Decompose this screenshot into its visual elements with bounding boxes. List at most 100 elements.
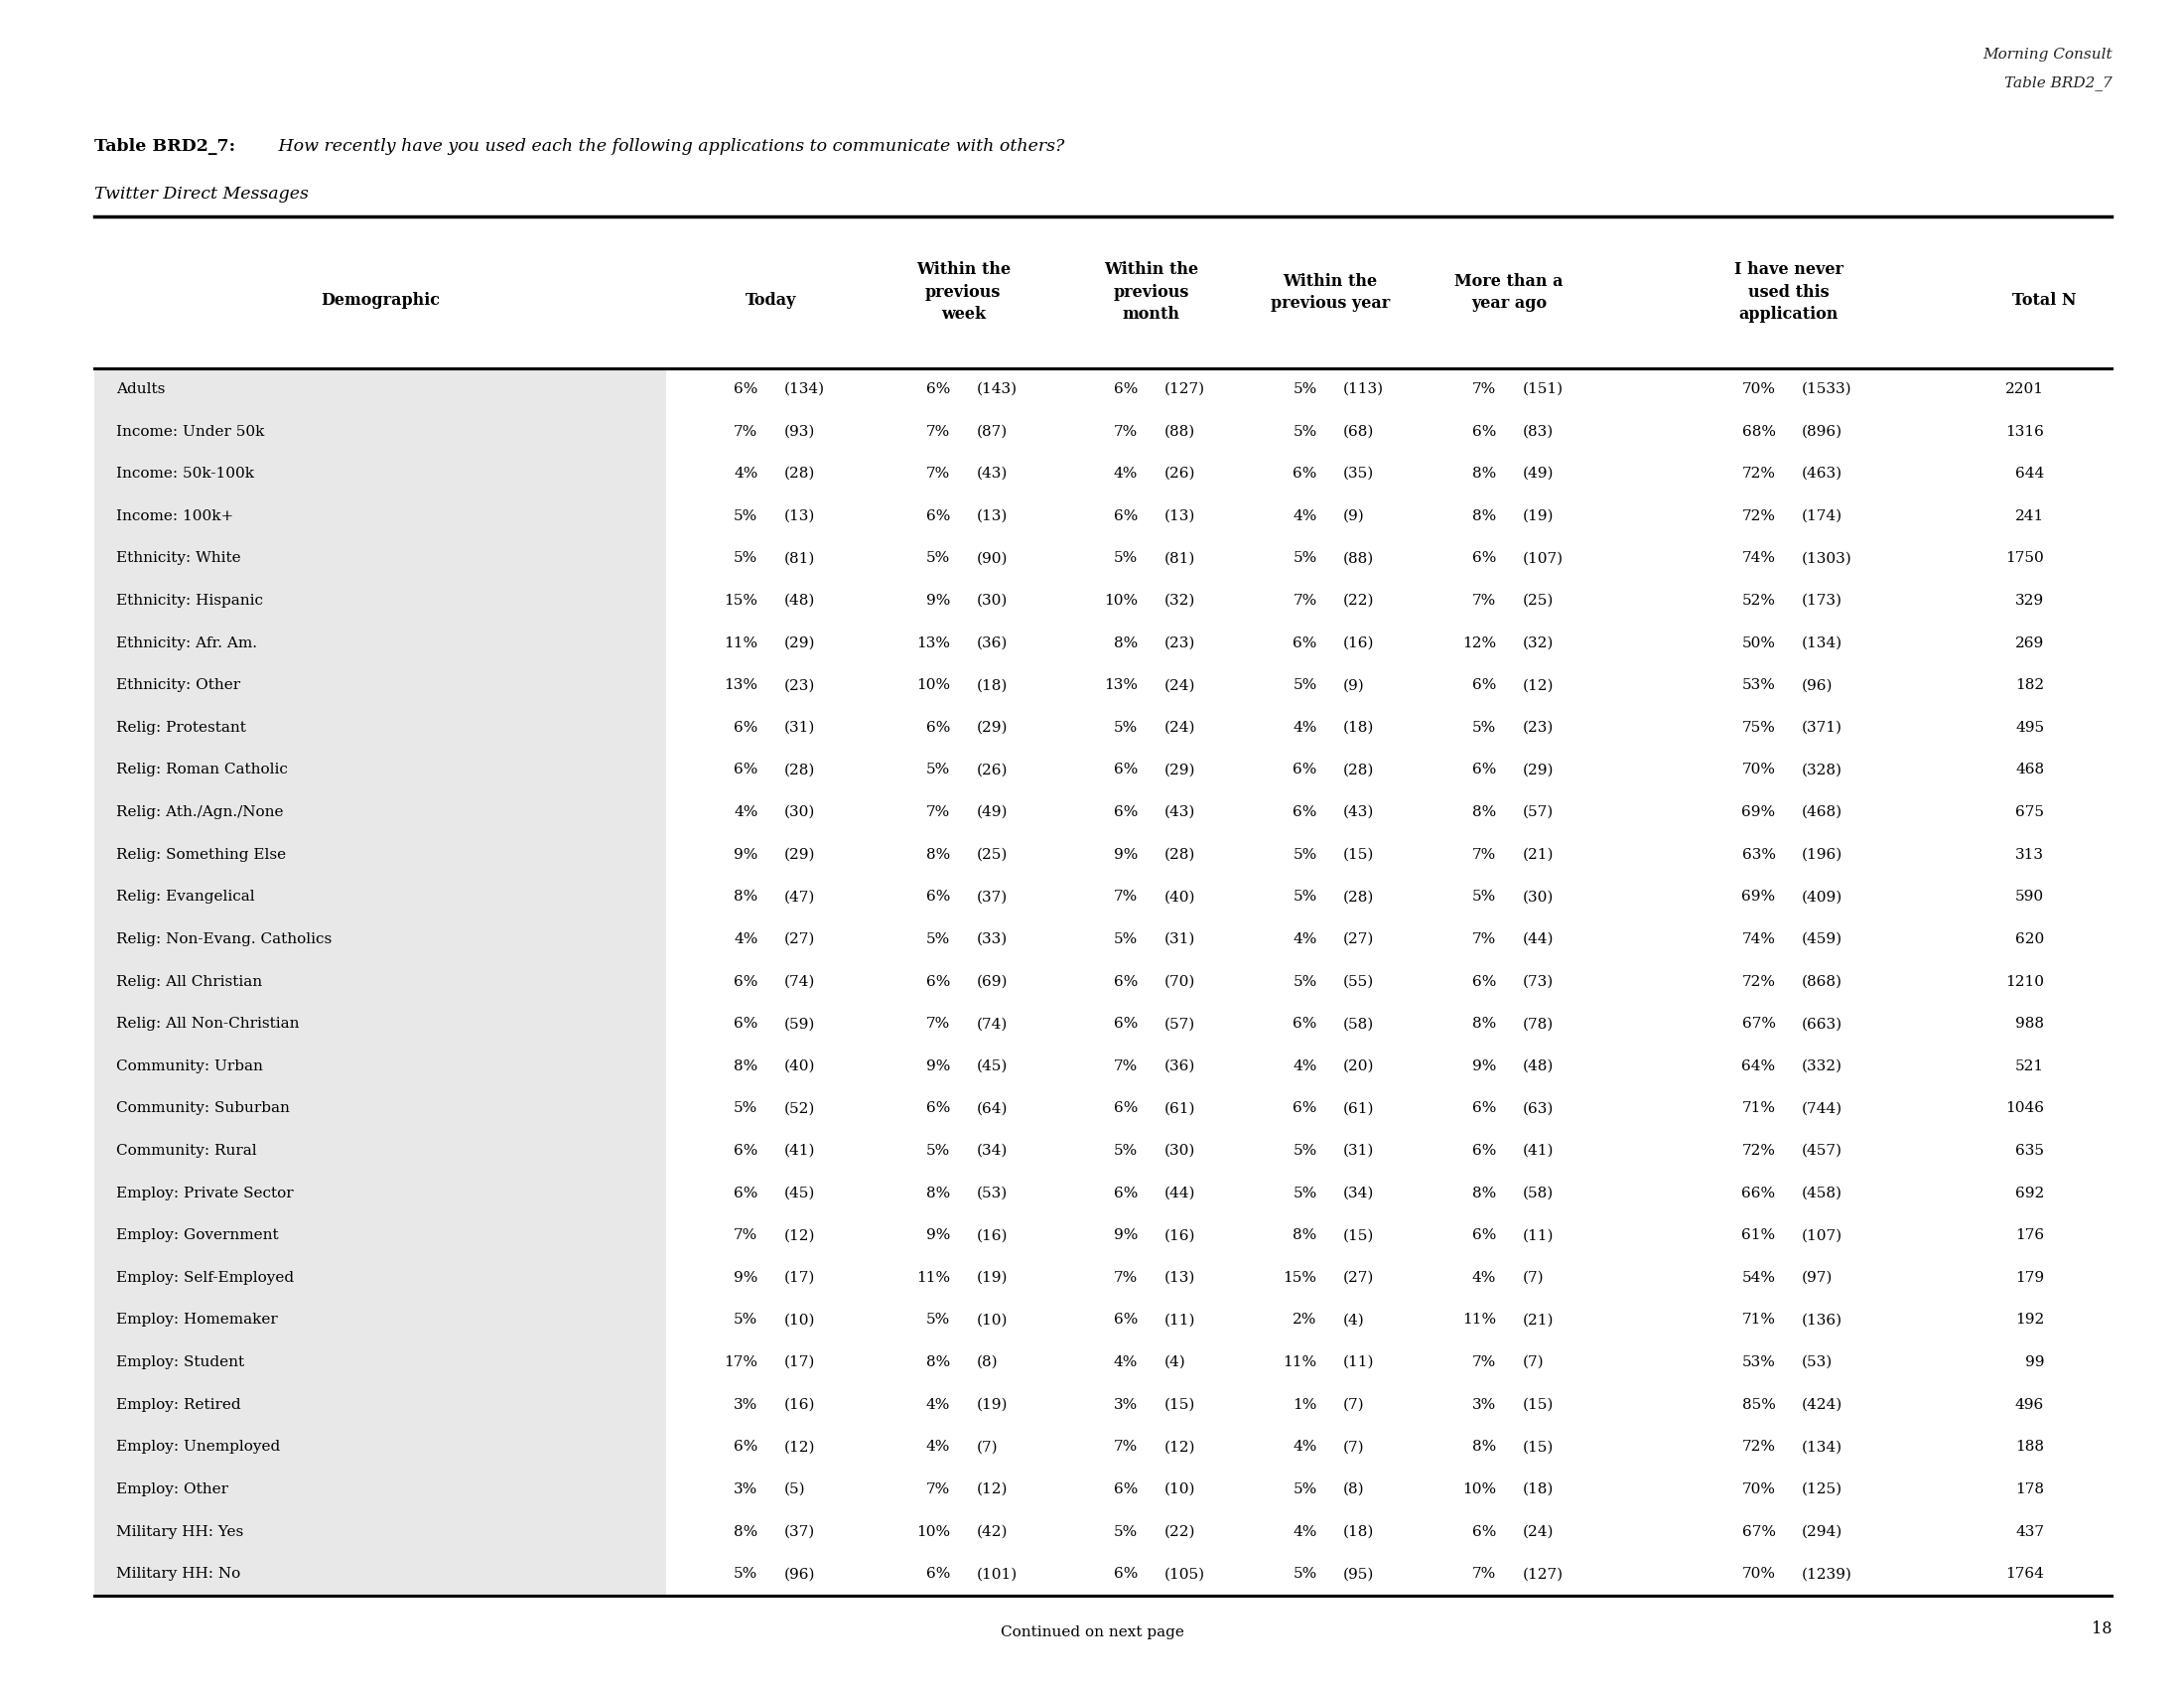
Text: (1533): (1533)	[1802, 381, 1852, 397]
Text: 5%: 5%	[1114, 932, 1138, 947]
Text: (7): (7)	[1522, 1355, 1544, 1369]
Bar	[94, 1129, 666, 1171]
Bar	[94, 1087, 666, 1129]
Text: Within the
previous year: Within the previous year	[1271, 272, 1389, 312]
Text: (744): (744)	[1802, 1102, 1843, 1116]
Text: (17): (17)	[784, 1271, 815, 1285]
Text: 70%: 70%	[1743, 1482, 1776, 1496]
Bar	[94, 1214, 666, 1256]
Text: 635: 635	[2016, 1144, 2044, 1158]
Text: (93): (93)	[784, 424, 815, 439]
Text: (468): (468)	[1802, 805, 1843, 819]
Text: (16): (16)	[784, 1398, 815, 1411]
Text: (35): (35)	[1343, 468, 1374, 481]
Text: 8%: 8%	[1472, 510, 1496, 523]
Text: 5%: 5%	[1114, 1144, 1138, 1158]
Text: 590: 590	[2016, 890, 2044, 903]
Text: 6%: 6%	[1114, 805, 1138, 819]
Text: (328): (328)	[1802, 763, 1843, 776]
Text: 7%: 7%	[1293, 594, 1317, 608]
Text: 5%: 5%	[1114, 1524, 1138, 1539]
Text: I have never
used this
application: I have never used this application	[1734, 262, 1843, 322]
Text: (134): (134)	[1802, 1440, 1843, 1453]
Text: 7%: 7%	[734, 1229, 758, 1242]
Text: 178: 178	[2016, 1482, 2044, 1496]
Text: (74): (74)	[976, 1016, 1007, 1031]
Text: 6%: 6%	[1114, 1313, 1138, 1327]
Bar	[94, 579, 666, 621]
Text: 50%: 50%	[1743, 636, 1776, 650]
Text: 11%: 11%	[723, 636, 758, 650]
Text: 54%: 54%	[1743, 1271, 1776, 1285]
Text: (25): (25)	[1522, 594, 1553, 608]
Text: 72%: 72%	[1743, 974, 1776, 989]
Text: (26): (26)	[1164, 468, 1195, 481]
Text: 5%: 5%	[926, 1313, 950, 1327]
Text: (458): (458)	[1802, 1187, 1843, 1200]
Text: (95): (95)	[1343, 1566, 1374, 1582]
Text: 5%: 5%	[1293, 890, 1317, 903]
Text: (24): (24)	[1164, 679, 1195, 692]
Text: (16): (16)	[1343, 636, 1374, 650]
Text: 8%: 8%	[926, 847, 950, 861]
Text: 5%: 5%	[734, 1313, 758, 1327]
Text: 18: 18	[2092, 1620, 2112, 1637]
Text: 69%: 69%	[1741, 805, 1776, 819]
Text: 5%: 5%	[1472, 721, 1496, 734]
Text: 179: 179	[2016, 1271, 2044, 1285]
Text: 7%: 7%	[1472, 1566, 1496, 1582]
Text: (43): (43)	[1164, 805, 1195, 819]
Text: (40): (40)	[784, 1060, 815, 1074]
Text: 4%: 4%	[734, 805, 758, 819]
Text: 1%: 1%	[1293, 1398, 1317, 1411]
Text: 6%: 6%	[926, 721, 950, 734]
Text: (196): (196)	[1802, 847, 1843, 861]
Text: More than a
year ago: More than a year ago	[1455, 272, 1564, 312]
Text: (12): (12)	[1522, 679, 1553, 692]
Text: (19): (19)	[976, 1271, 1007, 1285]
Text: (48): (48)	[784, 594, 815, 608]
Text: 329: 329	[2016, 594, 2044, 608]
Text: (90): (90)	[976, 552, 1007, 565]
Text: Military HH: No: Military HH: No	[116, 1566, 240, 1582]
Text: (4): (4)	[1164, 1355, 1186, 1369]
Text: (49): (49)	[1522, 468, 1553, 481]
Text: 11%: 11%	[1461, 1313, 1496, 1327]
Bar	[94, 663, 666, 707]
Text: (19): (19)	[976, 1398, 1007, 1411]
Text: 176: 176	[2016, 1229, 2044, 1242]
Text: 4%: 4%	[926, 1440, 950, 1453]
Text: (53): (53)	[976, 1187, 1007, 1200]
Text: (23): (23)	[784, 679, 815, 692]
Text: (15): (15)	[1164, 1398, 1195, 1411]
Text: 6%: 6%	[734, 1440, 758, 1453]
Text: 620: 620	[2016, 932, 2044, 947]
Text: (13): (13)	[976, 510, 1007, 523]
Text: Relig: Ath./Agn./None: Relig: Ath./Agn./None	[116, 805, 284, 819]
Text: (63): (63)	[1522, 1102, 1553, 1116]
Text: 53%: 53%	[1743, 679, 1776, 692]
Text: 5%: 5%	[734, 552, 758, 565]
Text: 8%: 8%	[1472, 1187, 1496, 1200]
Text: 5%: 5%	[734, 510, 758, 523]
Text: (294): (294)	[1802, 1524, 1843, 1539]
Text: 70%: 70%	[1743, 381, 1776, 397]
Text: (11): (11)	[1522, 1229, 1553, 1242]
Text: 9%: 9%	[926, 1229, 950, 1242]
Text: (32): (32)	[1522, 636, 1553, 650]
Text: (151): (151)	[1522, 381, 1564, 397]
Text: 66%: 66%	[1741, 1187, 1776, 1200]
Text: Income: 50k-100k: Income: 50k-100k	[116, 468, 253, 481]
Text: (13): (13)	[1164, 1271, 1195, 1285]
Text: (48): (48)	[1522, 1060, 1553, 1074]
Text: (57): (57)	[1164, 1016, 1195, 1031]
Text: (107): (107)	[1522, 552, 1564, 565]
Text: (28): (28)	[1343, 890, 1374, 903]
Text: 6%: 6%	[734, 1144, 758, 1158]
Text: 6%: 6%	[734, 1016, 758, 1031]
Text: (37): (37)	[784, 1524, 815, 1539]
Text: 8%: 8%	[1114, 636, 1138, 650]
Text: 7%: 7%	[1114, 1271, 1138, 1285]
Text: (55): (55)	[1343, 974, 1374, 989]
Bar	[94, 1003, 666, 1045]
